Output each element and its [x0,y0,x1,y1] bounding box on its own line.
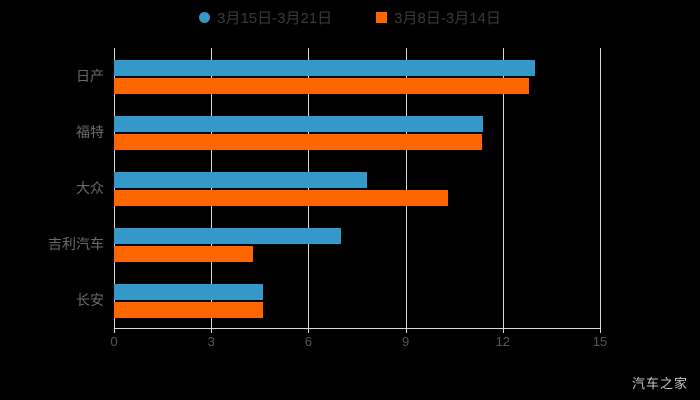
chart-legend: 3月15日-3月21日 3月8日-3月14日 [0,6,700,28]
gridline [502,48,504,328]
x-axis-line [114,328,600,329]
x-axis-tick-mark [405,328,407,333]
bar [114,284,264,300]
square-marker-icon [376,11,388,23]
category-axis-label: 福特 [76,124,104,140]
x-axis-tick-label: 0 [110,334,118,349]
x-axis-tick-label: 12 [495,334,511,349]
category-axis: 日产福特大众吉利汽车长安 [0,48,114,328]
bar [114,246,254,262]
gridline [114,48,115,328]
x-axis-tick-label: 6 [304,334,313,349]
x-axis-tick-label: 9 [401,334,410,349]
category-axis-label: 吉利汽车 [48,236,104,252]
legend-item[interactable]: 3月8日-3月14日 [376,7,501,28]
x-axis-tick-mark [114,328,115,333]
gridline [211,48,213,328]
x-axis-tick-mark [502,328,504,333]
category-axis-label: 大众 [76,180,104,196]
bar [114,116,484,132]
bar [114,228,341,244]
category-axis-label: 长安 [76,292,104,308]
gridline [308,48,310,328]
bar [114,302,264,318]
bar [114,78,529,94]
x-axis-tick-mark [600,328,601,333]
bar [114,134,482,150]
category-axis-label: 日产 [76,68,104,84]
x-axis-tick-label: 15 [592,334,608,349]
watermark-label: 汽车之家 [631,376,688,391]
bar [114,60,536,76]
circle-marker-icon [199,11,211,23]
legend-item-label: 3月8日-3月14日 [394,9,501,27]
gridline [600,48,601,328]
x-axis-tick-mark [308,328,310,333]
bar [114,190,448,206]
x-axis-tick-mark [211,328,213,333]
legend-item-label: 3月15日-3月21日 [217,9,333,27]
plot-area: 0 3 6 9 12 15 [110,48,607,349]
gridline [405,48,407,328]
x-axis-tick-label: 3 [207,334,215,349]
bar [114,172,367,188]
legend-item[interactable]: 3月15日-3月21日 [199,7,332,28]
